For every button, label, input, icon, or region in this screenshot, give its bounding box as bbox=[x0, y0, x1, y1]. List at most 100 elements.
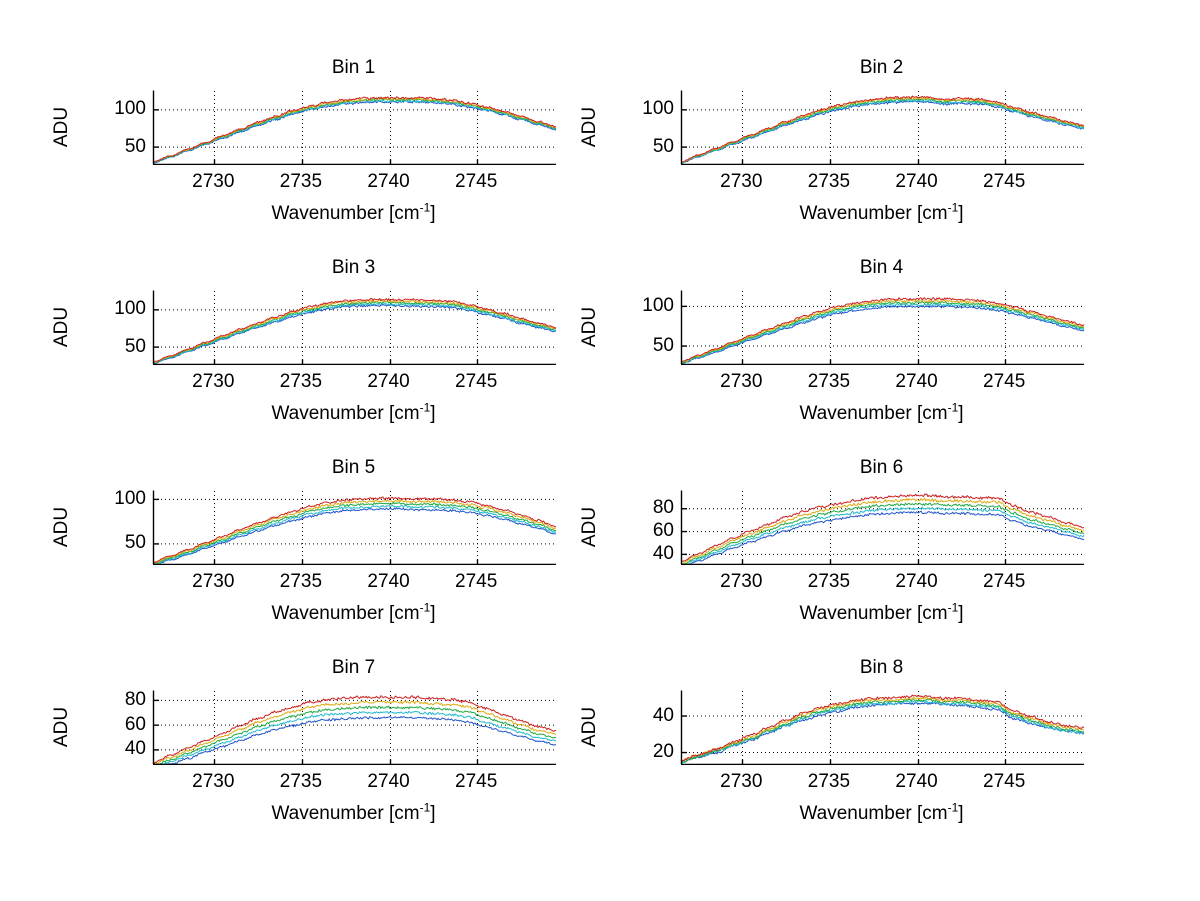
ytick-label: 80 bbox=[652, 497, 674, 519]
y-axis-label: ADU bbox=[579, 506, 600, 547]
y-axis-label: ADU bbox=[51, 106, 72, 147]
x-axis-label-exponent: -1 bbox=[419, 400, 431, 415]
xtick-label: 2740 bbox=[367, 771, 410, 792]
x-axis-label-bracket: ] bbox=[958, 803, 964, 824]
xtick-label: 2735 bbox=[279, 571, 323, 592]
subplot-title-bin-6: Bin 6 bbox=[859, 457, 904, 478]
x-axis-label-exponent: -1 bbox=[947, 400, 959, 415]
y-axis-label: ADU bbox=[51, 706, 72, 747]
plot-area-bin-1 bbox=[152, 90, 557, 165]
xtick-label: 2740 bbox=[367, 171, 410, 192]
ytick-label: 50 bbox=[124, 335, 146, 357]
xtick-label: 2735 bbox=[807, 771, 851, 792]
x-axis-label-text: Wavenumber [cm bbox=[799, 403, 948, 424]
ytick-label: 50 bbox=[124, 135, 146, 157]
x-axis-label: Wavenumber [cm-1] bbox=[680, 202, 1083, 225]
subplot-bin-2: Bin 2 50 100 2730 2735 2740 2745 ADU Wavenumber … bbox=[560, 57, 1085, 224]
subplot-title-bin-5: Bin 5 bbox=[331, 457, 376, 478]
y-axis-label: ADU bbox=[51, 306, 72, 347]
x-axis-label: Wavenumber [cm-1] bbox=[152, 200, 555, 225]
xtick-label: 2745 bbox=[455, 171, 498, 192]
xtick-label: 2735 bbox=[807, 571, 851, 592]
x-axis-label-text: Wavenumber [cm bbox=[799, 803, 948, 824]
xtick-label: 2740 bbox=[895, 771, 938, 792]
ytick-label: 100 bbox=[642, 294, 674, 316]
x-axis-label-bracket: ] bbox=[430, 403, 436, 424]
ytick-label: 100 bbox=[114, 298, 146, 320]
plot-area-bin-3 bbox=[152, 290, 557, 365]
xtick-label: 2730 bbox=[720, 371, 763, 392]
ytick-label: 100 bbox=[642, 98, 674, 120]
ytick-label: 40 bbox=[652, 542, 674, 564]
xtick-label: 2745 bbox=[455, 371, 498, 392]
x-axis-label-text: Wavenumber [cm bbox=[799, 603, 948, 624]
x-axis-label: Wavenumber [cm-1] bbox=[152, 802, 555, 825]
x-axis-label-bracket: ] bbox=[430, 203, 436, 224]
xtick-label: 2735 bbox=[279, 371, 323, 392]
x-axis-label-bracket: ] bbox=[430, 603, 436, 624]
x-axis-label-exponent: -1 bbox=[419, 200, 431, 215]
xtick-label: 2745 bbox=[983, 171, 1026, 192]
xtick-label: 2745 bbox=[455, 771, 498, 792]
xtick-label: 2735 bbox=[807, 171, 851, 192]
xtick-label: 2735 bbox=[807, 371, 851, 392]
subplot-bin-4: Bin 4 50 100 2730 2735 2740 2745 ADU Wavenumber … bbox=[560, 257, 1085, 424]
x-axis-label: Wavenumber [cm-1] bbox=[152, 602, 555, 625]
xtick-label: 2730 bbox=[192, 371, 235, 392]
ytick-label: 60 bbox=[652, 520, 674, 542]
subplot-bin-8: Bin 8 20 40 2730 2735 2740 2745 ADU Wavenumber [… bbox=[560, 657, 1085, 824]
y-axis-label: ADU bbox=[579, 306, 600, 347]
xtick-label: 2745 bbox=[983, 771, 1026, 792]
xtick-label: 2740 bbox=[367, 371, 410, 392]
ytick-label: 80 bbox=[124, 688, 146, 710]
y-axis-label: ADU bbox=[51, 506, 72, 547]
subplot-title-bin-2: Bin 2 bbox=[859, 57, 904, 78]
ytick-label: 60 bbox=[124, 713, 146, 735]
subplot-bin-1: Bin 1 50 100 2730 2735 2740 2745 ADU Wavenumber … bbox=[32, 57, 557, 224]
subplot-title-bin-3: Bin 3 bbox=[331, 257, 376, 278]
xtick-label: 2730 bbox=[192, 771, 235, 792]
ytick-label: 100 bbox=[114, 98, 146, 120]
plot-area-bin-4 bbox=[680, 290, 1085, 365]
ytick-label: 40 bbox=[124, 738, 146, 760]
xtick-label: 2730 bbox=[720, 171, 763, 192]
plot-area-bin-6 bbox=[680, 490, 1085, 565]
subplot-bin-3: Bin 3 50 100 2730 2735 2740 2745 ADU Wavenumber … bbox=[32, 257, 557, 424]
subplot-bin-5: Bin 5 50 100 2730 2735 2740 2745 ADU Wavenumber … bbox=[32, 457, 557, 624]
x-axis-label-text: Wavenumber [cm bbox=[271, 603, 420, 624]
xtick-label: 2730 bbox=[192, 171, 235, 192]
x-axis-label-bracket: ] bbox=[958, 403, 964, 424]
xtick-label: 2740 bbox=[895, 571, 938, 592]
xtick-label: 2740 bbox=[895, 371, 938, 392]
ytick-label: 20 bbox=[652, 741, 674, 763]
x-axis-label: Wavenumber [cm-1] bbox=[680, 400, 1083, 425]
ytick-label: 50 bbox=[652, 135, 674, 157]
subplot-title-bin-7: Bin 7 bbox=[331, 657, 376, 678]
xtick-label: 2735 bbox=[279, 771, 323, 792]
plot-area-bin-8 bbox=[680, 690, 1085, 765]
xtick-label: 2730 bbox=[720, 571, 763, 592]
ytick-label: 50 bbox=[124, 532, 146, 554]
plot-area-bin-5 bbox=[152, 490, 557, 565]
xtick-label: 2745 bbox=[983, 371, 1026, 392]
y-axis-label: ADU bbox=[579, 706, 600, 747]
x-axis-label-bracket: ] bbox=[958, 603, 964, 624]
subplot-title-bin-1: Bin 1 bbox=[331, 57, 376, 78]
x-axis-label-bracket: ] bbox=[430, 803, 436, 824]
subplot-title-bin-8: Bin 8 bbox=[859, 657, 904, 678]
xtick-label: 2740 bbox=[367, 571, 410, 592]
x-axis-label: Wavenumber [cm-1] bbox=[680, 802, 1083, 825]
xtick-label: 2735 bbox=[279, 171, 323, 192]
ytick-label: 50 bbox=[652, 334, 674, 356]
xtick-label: 2730 bbox=[192, 571, 235, 592]
xtick-label: 2740 bbox=[895, 171, 938, 192]
x-axis-label-exponent: -1 bbox=[947, 600, 959, 615]
ytick-label: 40 bbox=[652, 704, 674, 726]
x-axis-label-text: Wavenumber [cm bbox=[271, 403, 420, 424]
subplot-bin-6: Bin 6 40 60 80 2730 2735 2740 2745 ADU Wavenumber… bbox=[560, 457, 1085, 624]
plot-area-bin-7 bbox=[152, 690, 557, 765]
subplot-title-bin-4: Bin 4 bbox=[859, 257, 904, 278]
xtick-label: 2745 bbox=[455, 571, 498, 592]
xtick-label: 2745 bbox=[983, 571, 1026, 592]
